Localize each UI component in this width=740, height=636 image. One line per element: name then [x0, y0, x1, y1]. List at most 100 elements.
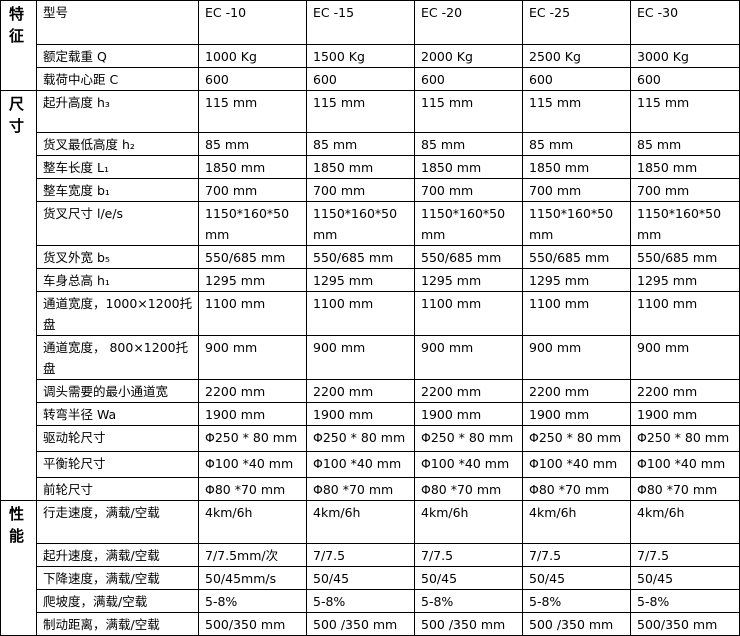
cell-value: 1500 Kg [306, 44, 415, 68]
row-label: 转弯半径 Wa [36, 402, 199, 426]
cell-value: Φ100 *40 mm [414, 451, 523, 478]
cell-value: 1850 mm [630, 155, 740, 179]
cell-value: 1850 mm [306, 155, 415, 179]
cell-value: 550/685 mm [198, 245, 307, 269]
cell-value: 500 /350 mm [522, 612, 631, 636]
cell-value: 7/7.5 [522, 543, 631, 567]
cell-value: 1900 mm [306, 402, 415, 426]
cell-value: 900 mm [522, 335, 631, 380]
cell-value: 500 /350 mm [306, 612, 415, 636]
cell-value: Φ80 *70 mm [414, 477, 523, 501]
cell-value: 4km/6h [414, 500, 523, 544]
cell-value: 2200 mm [414, 379, 523, 403]
row-label: 起升高度 h₃ [36, 90, 199, 133]
cell-value: 1295 mm [522, 268, 631, 292]
cell-value: 1100 mm [630, 291, 740, 336]
cell-value: 700 mm [630, 178, 740, 202]
cell-value: Φ250 * 80 mm [522, 425, 631, 452]
cell-value: Φ80 *70 mm [306, 477, 415, 501]
cell-value: 1850 mm [198, 155, 307, 179]
table-row: 通道宽度，1000×1200托盘 1100 mm 1100 mm 1100 mm 110… [1, 291, 740, 336]
cell-value: Φ100 *40 mm [306, 451, 415, 478]
cell-value: 5-8% [522, 589, 631, 613]
table-row: 性能 行走速度，满载/空载 4km/6h 4km/6h 4km/6h 4km/6h 4km/… [0, 500, 740, 636]
cell-value: 85 mm [198, 132, 307, 156]
row-label: 额定载重 Q [36, 44, 199, 68]
cell-value: EC -25 [522, 0, 631, 45]
table-row: 额定载重 Q 1000 Kg 1500 Kg 2000 Kg 2500 Kg 3000 K… [1, 44, 740, 68]
section-label: 特征 [0, 0, 37, 91]
cell-value: EC -10 [198, 0, 307, 45]
cell-value: 2000 Kg [414, 44, 523, 68]
cell-value: 1295 mm [630, 268, 740, 292]
row-label: 通道宽度， 800×1200托盘 [36, 335, 199, 380]
cell-value: 2200 mm [522, 379, 631, 403]
table-row: 通道宽度， 800×1200托盘 900 mm 900 mm 900 mm 900 mm… [1, 335, 740, 380]
cell-value: 1150*160*50 mm [306, 201, 415, 246]
cell-value: 2200 mm [306, 379, 415, 403]
cell-value: 85 mm [306, 132, 415, 156]
cell-value: Φ80 *70 mm [522, 477, 631, 501]
cell-value: 600 [414, 67, 523, 91]
cell-value: 550/685 mm [414, 245, 523, 269]
row-label: 调头需要的最小通道宽 [36, 379, 199, 403]
cell-value: 700 mm [306, 178, 415, 202]
cell-value: 1900 mm [522, 402, 631, 426]
cell-value: EC -15 [306, 0, 415, 45]
cell-value: 1150*160*50 mm [630, 201, 740, 246]
cell-value: 1900 mm [630, 402, 740, 426]
cell-value: 600 [198, 67, 307, 91]
cell-value: Φ80 *70 mm [198, 477, 307, 501]
row-label: 整车宽度 b₁ [36, 178, 199, 202]
cell-value: 1100 mm [414, 291, 523, 336]
cell-value: 7/7.5 [630, 543, 740, 567]
table-row: 整车宽度 b₁ 700 mm 700 mm 700 mm 700 mm 700 mm [1, 178, 740, 202]
cell-value: 115 mm [630, 90, 740, 133]
cell-value: 1900 mm [414, 402, 523, 426]
row-label: 车身总高 h₁ [36, 268, 199, 292]
cell-value: 1295 mm [306, 268, 415, 292]
cell-value: 3000 Kg [630, 44, 740, 68]
cell-value: 5-8% [306, 589, 415, 613]
row-label: 货叉尺寸 l/e/s [36, 201, 199, 246]
cell-value: 1150*160*50 mm [522, 201, 631, 246]
cell-value: Φ100 *40 mm [630, 451, 740, 478]
cell-value: 115 mm [522, 90, 631, 133]
cell-value: 1295 mm [198, 268, 307, 292]
cell-value: EC -30 [630, 0, 740, 45]
cell-value: 2500 Kg [522, 44, 631, 68]
row-label: 平衡轮尺寸 [36, 451, 199, 478]
cell-value: 1150*160*50 mm [414, 201, 523, 246]
table-row: 驱动轮尺寸 Φ250 * 80 mm Φ250 * 80 mm Φ250 * 80 m… [1, 425, 740, 452]
table-row: 平衡轮尺寸 Φ100 *40 mm Φ100 *40 mm Φ100 *40 mm Φ1… [1, 451, 740, 478]
cell-value: 700 mm [198, 178, 307, 202]
cell-value: 85 mm [414, 132, 523, 156]
cell-value: 5-8% [630, 589, 740, 613]
row-label: 驱动轮尺寸 [36, 425, 199, 452]
row-label: 爬坡度，满载/空载 [36, 589, 199, 613]
cell-value: 4km/6h [630, 500, 740, 544]
cell-value: 900 mm [414, 335, 523, 380]
cell-value: 5-8% [198, 589, 307, 613]
cell-value: 5-8% [414, 589, 523, 613]
cell-value: 85 mm [522, 132, 631, 156]
cell-value: 1850 mm [522, 155, 631, 179]
row-label: 起升速度，满载/空载 [36, 543, 199, 567]
cell-value: 700 mm [414, 178, 523, 202]
cell-value: 900 mm [630, 335, 740, 380]
table-row: 整车长度 L₁ 1850 mm 1850 mm 1850 mm 1850 mm 1850 … [1, 155, 740, 179]
table-row: 尺寸 起升高度 h₃ 115 mm 115 mm 115 mm 115 mm 115 mm [0, 90, 740, 501]
row-label: 行走速度，满载/空载 [36, 500, 199, 544]
cell-value: Φ250 * 80 mm [198, 425, 307, 452]
cell-value: 500/350 mm [630, 612, 740, 636]
table-row: 载荷中心距 C 600 600 600 600 600 [1, 67, 740, 91]
row-label: 通道宽度，1000×1200托盘 [36, 291, 199, 336]
cell-value: EC -20 [414, 0, 523, 45]
table-row: 车身总高 h₁ 1295 mm 1295 mm 1295 mm 1295 mm 1295 … [1, 268, 740, 292]
cell-value: Φ100 *40 mm [522, 451, 631, 478]
cell-value: 900 mm [306, 335, 415, 380]
row-label: 整车长度 L₁ [36, 155, 199, 179]
cell-value: 700 mm [522, 178, 631, 202]
cell-value: 1100 mm [306, 291, 415, 336]
